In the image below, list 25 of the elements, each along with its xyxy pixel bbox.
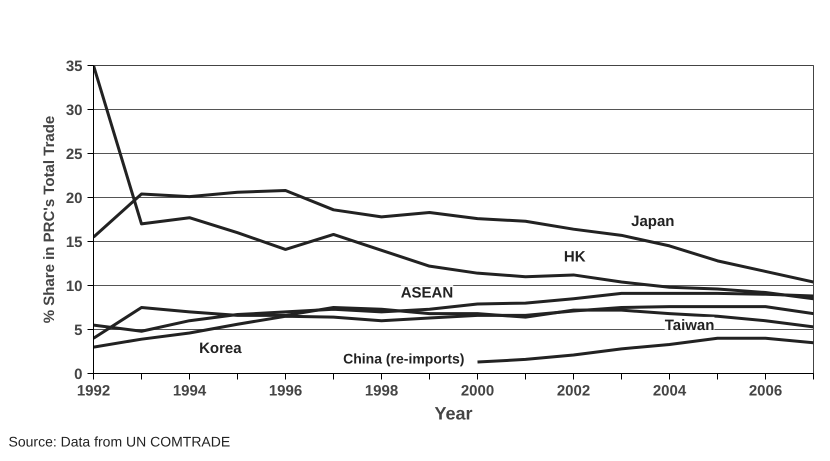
x-tick-label: 2006 (748, 382, 782, 400)
series-label: ASEAN (400, 284, 454, 302)
series-label: Japan (631, 213, 674, 230)
x-tick-label: 2002 (556, 382, 590, 400)
x-tick-label: 1998 (364, 382, 398, 400)
x-tick-label: 1994 (172, 382, 207, 400)
y-tick-label: 25 (66, 146, 83, 163)
x-tick-label: 1996 (268, 382, 302, 400)
x-axis-title: Year (434, 404, 473, 424)
source-note: Source: Data from UN COMTRADE (8, 434, 230, 450)
y-tick-label: 5 (74, 322, 82, 339)
y-tick-label: 20 (66, 190, 83, 207)
y-tick-label: 15 (66, 234, 83, 251)
y-tick-label: 0 (74, 366, 82, 383)
y-tick-label: 30 (66, 102, 83, 119)
series-label: Korea (199, 340, 242, 357)
x-tick-label: 2000 (460, 382, 494, 400)
x-tick-label: 2004 (652, 382, 687, 400)
y-tick-label: 35 (66, 58, 83, 75)
series-label: China (re-imports) (343, 350, 464, 366)
series-label: Taiwan (664, 316, 714, 334)
x-tick-label: 1992 (76, 382, 110, 400)
y-axis-title: % Share in PRC's Total Trade (40, 116, 58, 324)
series-label: HK (564, 248, 586, 266)
y-tick-label: 10 (66, 278, 83, 295)
